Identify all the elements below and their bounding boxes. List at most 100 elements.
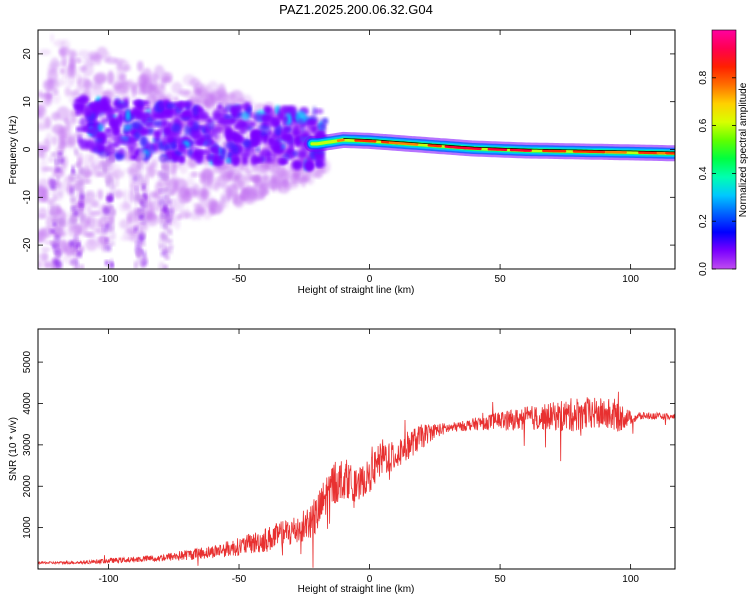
spectrogram-cell — [165, 143, 177, 150]
spectrogram-cell — [50, 263, 56, 269]
spectrogram-cell — [148, 191, 159, 199]
spectrogram-ridge-peak — [364, 139, 376, 143]
spectrogram-cell — [46, 78, 60, 91]
spectrogram-cell — [270, 116, 281, 127]
spectrogram-cell — [167, 121, 173, 129]
spectrogram-cell — [221, 107, 228, 114]
spectrogram-cell — [115, 138, 127, 145]
spectrogram-cell — [240, 188, 249, 202]
spectrogram-cell — [165, 168, 172, 174]
spectrogram-cell — [38, 260, 43, 269]
spectrogram-cell — [205, 199, 218, 207]
spectrogram-cell — [108, 204, 114, 211]
spectrogram-cell — [177, 156, 182, 161]
spectrogram-cell — [54, 244, 59, 250]
spectrogram-cell — [88, 156, 93, 163]
spectrogram-cell — [106, 163, 121, 175]
spectrogram-cell — [291, 150, 299, 157]
spectrogram-cell — [304, 159, 315, 171]
spectrogram-cell — [105, 160, 112, 166]
snr-y-axis-label: SNR (10 * v/v) — [8, 417, 19, 481]
spectrogram-cell — [162, 73, 173, 85]
spectrogram-cell — [217, 103, 223, 111]
spectrogram-cell — [48, 176, 55, 186]
spectrogram-blobs — [38, 33, 331, 269]
spectrogram-cell — [73, 264, 80, 269]
spectrogram-cell — [49, 183, 56, 190]
spectrogram-ridge-peak — [409, 142, 419, 146]
spectrogram-cell — [238, 122, 250, 132]
spectrogram-cell — [247, 106, 252, 113]
spectrogram-cell — [113, 189, 124, 199]
spectrogram-y-tick-label: 10 — [22, 96, 33, 108]
spectrogram-cell — [96, 46, 108, 59]
spectrogram-cell — [191, 170, 197, 179]
spectrogram-cell — [282, 159, 289, 164]
spectrogram-cell — [141, 232, 147, 238]
snr-y-tick-label: 4000 — [22, 392, 33, 415]
spectrogram-cell — [182, 74, 197, 86]
spectrogram-cell — [145, 164, 159, 177]
spectrogram-cell — [158, 100, 167, 110]
spectrogram-cell — [55, 167, 62, 173]
spectrogram-cell — [109, 184, 116, 192]
spectrogram-cell — [139, 73, 153, 81]
spectrogram-cell — [106, 52, 112, 61]
spectrogram-cell — [193, 205, 205, 214]
spectrogram-cell — [102, 103, 112, 116]
spectrogram-cell — [233, 180, 247, 189]
spectrogram-cell — [89, 210, 103, 216]
spectrogram-cell — [117, 112, 125, 124]
spectrogram-cell — [101, 165, 107, 174]
spectrogram-cell — [88, 51, 99, 60]
spectrogram-cell — [73, 210, 80, 217]
spectrogram-cell — [167, 221, 172, 226]
spectrogram-cell — [139, 199, 144, 206]
spectrogram-cell — [138, 213, 145, 220]
figure-title: PAZ1.2025.200.06.32.G04 — [279, 2, 433, 17]
spectrogram-cell — [162, 242, 167, 252]
spectrogram-cell — [159, 232, 167, 241]
snr-y-tick-label: 1000 — [22, 516, 33, 539]
spectrogram-cell — [143, 112, 152, 118]
spectrogram-cell — [184, 100, 194, 108]
spectrogram-y-tick-label: -20 — [22, 237, 33, 252]
snr-frame — [37, 328, 676, 570]
spectrogram-cell — [133, 260, 138, 269]
snr-y-tick-label: 2000 — [22, 475, 33, 498]
spectrogram-cell — [256, 147, 261, 152]
spectrogram-y-tick-label: 20 — [22, 48, 33, 60]
spectrogram-cell — [271, 186, 277, 193]
spectrogram-cell — [75, 109, 80, 116]
spectrogram-cell — [252, 113, 264, 121]
spectrogram-cell — [38, 252, 49, 262]
spectrogram-cell — [158, 177, 173, 188]
spectrogram-cell — [50, 152, 58, 157]
colorbar-label: Normalized spectral amplitude — [738, 82, 749, 217]
spectrogram-cell — [47, 156, 56, 163]
spectrogram-cell — [161, 161, 169, 170]
spectrogram-ridge-peak — [336, 138, 345, 142]
spectrogram-cell — [260, 113, 273, 124]
spectrogram-cell — [79, 213, 85, 223]
spectrogram-cell — [225, 171, 232, 178]
spectrogram-cell — [138, 207, 144, 213]
spectrogram-cell — [189, 146, 198, 151]
spectrogram-cell — [97, 189, 104, 200]
spectrogram-cell — [106, 155, 110, 162]
spectrogram-cell — [43, 195, 50, 202]
colorbar-tick-label: 0.2 — [698, 214, 709, 228]
spectrogram-cell — [222, 119, 232, 131]
spectrogram-cell — [286, 105, 297, 113]
spectrogram-cell — [76, 126, 81, 132]
colorbar-tick-label: 0.6 — [698, 118, 709, 132]
spectrogram-cell — [141, 217, 148, 226]
spectrogram-cell — [292, 129, 303, 136]
spectrogram-cell — [206, 155, 216, 161]
spectrogram-cell — [230, 154, 241, 165]
spectrogram-cell — [174, 216, 181, 230]
snr-x-tick-label: 100 — [622, 574, 639, 585]
spectrogram-cell — [191, 151, 203, 161]
spectrogram-cell — [282, 153, 291, 160]
spectrogram-cell — [134, 109, 140, 120]
